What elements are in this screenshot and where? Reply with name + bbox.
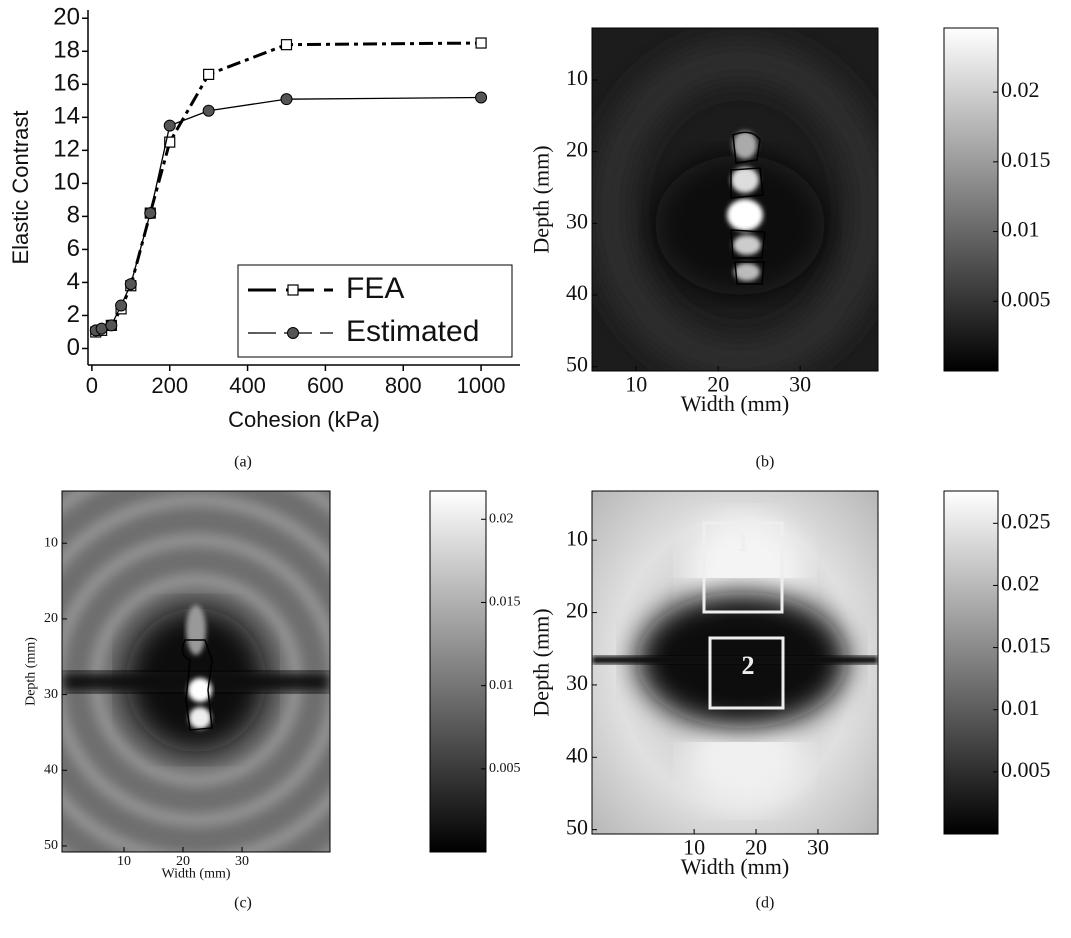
legend-label: FEA [346,272,404,305]
marker [164,136,176,148]
y-tick-label: 0 [67,334,80,361]
x-tick-label: 20 [745,834,767,859]
y-tick-label: 10 [44,535,58,550]
y-tick-label: 12 [53,136,80,163]
caption: (c) [234,895,252,912]
y-tick-label: 10 [53,169,80,196]
x-tick-label: 30 [789,371,811,396]
y-tick-label: 16 [53,70,80,97]
plot-frame [61,490,331,853]
annotation: 1 [737,528,750,557]
y-axis-label: Depth (mm) [23,637,38,706]
legend-box [237,264,513,358]
y-tick-label: 18 [53,37,80,64]
x-axis-label: Cohesion (kPa) [228,407,380,432]
x-axis-label: Width (mm) [681,391,790,416]
colorbar-tick-label: 0.015 [1001,633,1051,658]
colorbar [943,27,999,372]
marker [124,278,137,291]
colorbar-tick-label: 0.02 [1001,570,1040,595]
marker [280,39,293,51]
colorbar-tick-label: 0.01 [489,678,514,693]
y-tick-label: 40 [566,742,588,767]
x-tick-label: 200 [151,373,188,398]
x-tick-label: 1000 [457,373,506,398]
y-tick-label: 10 [566,525,588,550]
y-tick-label: 10 [566,65,588,90]
y-axis-label: Depth (mm) [529,145,554,253]
x-tick-label: 30 [807,834,829,859]
marker [105,319,118,332]
colorbar-tick-label: 0.005 [1001,757,1051,782]
y-tick-label: 8 [67,202,80,229]
marker [475,91,488,104]
colorbar-tick-label: 0.025 [1001,508,1051,533]
caption: (a) [234,454,252,471]
y-tick-label: 20 [44,611,58,626]
y-tick-label: 30 [566,670,588,695]
x-tick-label: 10 [117,854,131,869]
x-tick-label: 10 [683,834,705,859]
colorbar-tick-label: 0.005 [489,761,521,776]
colorbar-tick-label: 0.01 [1001,217,1040,242]
annotation: 2 [742,651,755,680]
y-tick-label: 30 [44,687,58,702]
legend-label: Estimated [346,315,479,348]
heatmap-image [62,491,330,852]
y-tick-label: 30 [566,208,588,233]
x-tick-label: 30 [235,854,249,869]
colorbar-tick-label: 0.01 [1001,695,1040,720]
y-axis-label: Depth (mm) [529,608,554,716]
x-axis-label: Width (mm) [681,854,790,879]
colorbar-tick-label: 0.015 [1001,147,1051,172]
colorbar-tick-label: 0.015 [489,595,521,610]
x-tick-label: 0 [86,373,98,398]
marker [280,93,293,106]
colorbar [943,490,999,835]
colorbar-tick-label: 0.02 [1001,77,1040,102]
y-tick-label: 40 [566,280,588,305]
marker [475,37,487,49]
y-tick-label: 40 [44,762,58,777]
marker [115,299,128,312]
plot-frame [591,490,879,835]
y-tick-label: 20 [566,598,588,623]
y-tick-label: 20 [566,137,588,162]
colorbar [429,490,487,853]
x-tick-label: 20 [176,854,190,869]
y-tick-label: 50 [566,815,588,840]
y-tick-label: 4 [67,268,80,295]
x-tick-label: 800 [385,373,422,398]
plot-frame [591,27,879,372]
x-axis-label: Width (mm) [161,867,230,882]
marker [144,207,157,220]
marker [163,119,176,132]
x-tick-label: 400 [229,373,266,398]
caption: (b) [756,454,775,471]
heatmap-image [592,28,878,371]
y-tick-label: 50 [566,352,588,377]
y-tick-label: 50 [44,838,58,853]
y-tick-label: 6 [67,235,80,262]
colorbar-tick-label: 0.005 [1001,286,1051,311]
colorbar-tick-label: 0.02 [489,511,514,526]
caption: (d) [756,895,775,912]
marker [287,327,299,339]
x-tick-label: 20 [707,371,729,396]
x-tick-label: 10 [625,371,647,396]
y-tick-label: 2 [67,301,80,328]
y-axis-label: Elastic Contrast [8,110,33,264]
y-tick-label: 14 [53,103,80,130]
x-tick-label: 600 [307,373,344,398]
marker [287,284,299,296]
marker [202,104,215,117]
marker [203,68,215,80]
heatmap-image [592,491,878,834]
y-tick-label: 20 [53,4,80,31]
